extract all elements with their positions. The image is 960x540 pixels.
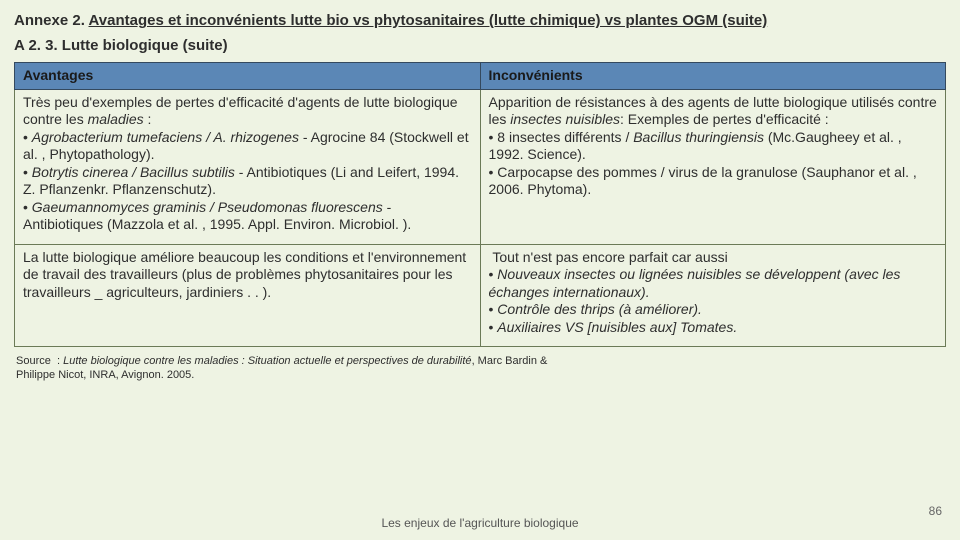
cell-disadvantage: Apparition de résistances à des agents d…: [480, 89, 946, 244]
table-header-row: Avantages Inconvénients: [15, 63, 946, 90]
comparison-table: Avantages Inconvénients Très peu d'exemp…: [14, 62, 946, 347]
cell-disadvantage: Tout n'est pas encore parfait car aussi•…: [480, 244, 946, 347]
table-header-disadvantages: Inconvénients: [480, 63, 946, 90]
title-underlined: Avantages et inconvénients lutte bio vs …: [88, 12, 767, 29]
table-body: Très peu d'exemples de pertes d'efficaci…: [15, 89, 946, 347]
page-number: 86: [929, 504, 942, 518]
section-subtitle: A 2. 3. Lutte biologique (suite): [14, 37, 946, 54]
table-row: La lutte biologique améliore beaucoup le…: [15, 244, 946, 347]
cell-advantage: Très peu d'exemples de pertes d'efficaci…: [15, 89, 481, 244]
table-row: Très peu d'exemples de pertes d'efficaci…: [15, 89, 946, 244]
title-prefix: Annexe 2.: [14, 12, 88, 29]
slide-page: Annexe 2. Avantages et inconvénients lut…: [0, 0, 960, 540]
footer-text: Les enjeux de l'agriculture biologique: [0, 516, 960, 530]
source-citation: Source : Lutte biologique contre les mal…: [16, 355, 576, 383]
table-header-advantages: Avantages: [15, 63, 481, 90]
cell-advantage: La lutte biologique améliore beaucoup le…: [15, 244, 481, 347]
page-title: Annexe 2. Avantages et inconvénients lut…: [14, 12, 946, 29]
